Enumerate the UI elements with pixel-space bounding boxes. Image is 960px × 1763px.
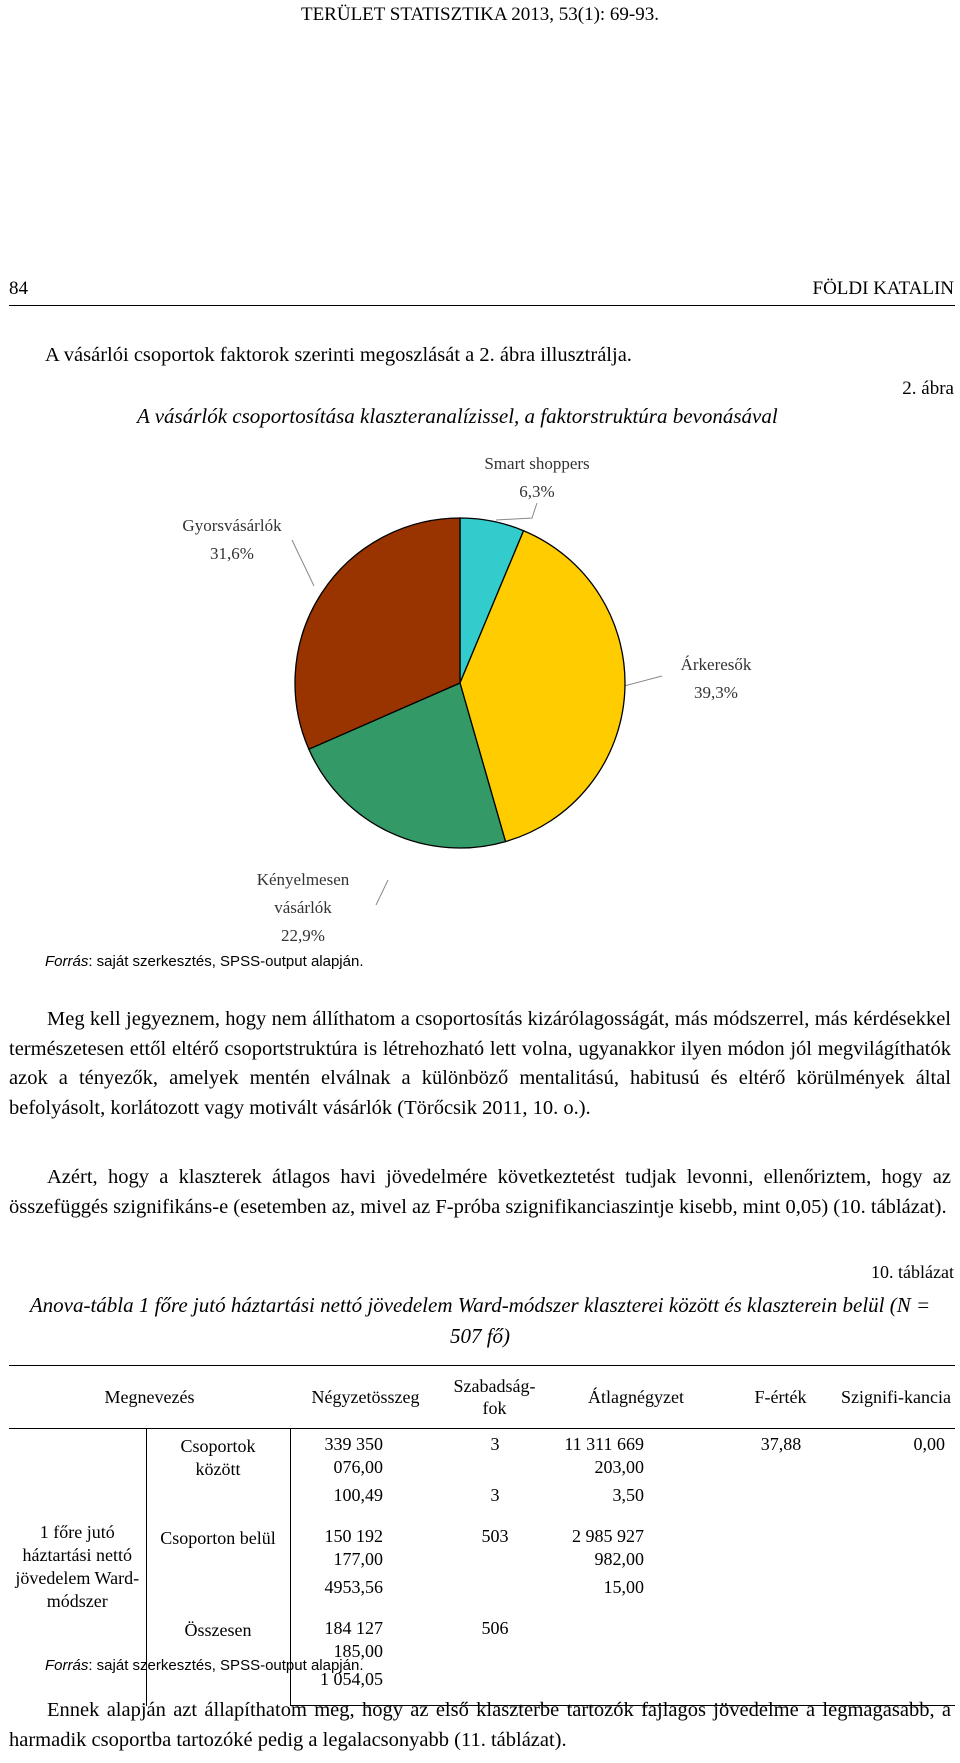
table-cell	[837, 1480, 955, 1521]
table-cell	[724, 1613, 837, 1664]
table-cell	[548, 1664, 724, 1706]
table-cell: 339 350 076,00	[289, 1428, 441, 1480]
table-cell	[837, 1664, 955, 1706]
column-header: Szabadság-fok	[441, 1365, 548, 1429]
table-cell	[837, 1572, 955, 1613]
table-cell: 184 127 185,00	[289, 1613, 441, 1664]
group-label: Csoporton belül	[145, 1521, 290, 1613]
table-cell	[441, 1572, 548, 1613]
journal-header: TERÜLET STATISZTIKA 2013, 53(1): 69-93.	[300, 4, 660, 25]
figure-number: 2. ábra	[902, 378, 954, 399]
source-text: : saját szerkesztés, SPSS-output alapján…	[88, 1657, 364, 1674]
figure-title: A vásárlók csoportosítása klaszteranalíz…	[137, 404, 778, 428]
page-number: 84	[9, 278, 28, 299]
paragraph: Ennek alapján azt állapíthatom meg, hogy…	[9, 1699, 951, 1751]
table-number: 10. táblázat	[871, 1262, 954, 1282]
table-cell: 1 054,05	[289, 1664, 441, 1706]
table-cell	[724, 1572, 837, 1613]
table-cell	[441, 1664, 548, 1706]
table-cell: 15,00	[603, 1577, 645, 1597]
pie-chart	[291, 502, 663, 906]
table-cell	[724, 1664, 837, 1706]
table-row: 100,49 3 3,50	[9, 1480, 955, 1521]
intro: A vásárlói csoportok faktorok szerinti m…	[45, 344, 632, 366]
table-cell: 503	[481, 1526, 509, 1546]
pie-slice	[459, 529, 626, 843]
source-label: Forrás	[45, 1657, 89, 1674]
column-header: Szignifi-kancia	[837, 1365, 955, 1429]
table-cell: 100,49	[289, 1480, 441, 1521]
table-cell: 3,50	[612, 1485, 645, 1505]
group-label: Csoportok között	[145, 1428, 290, 1521]
table-row: Összesen 184 127 185,00 506	[9, 1613, 955, 1706]
table-cell: 2 985 927 982,00	[572, 1526, 644, 1569]
table-cell: 37,88	[760, 1434, 802, 1454]
column-header: F-érték	[724, 1365, 837, 1429]
slice-name: Árkeresők	[680, 655, 752, 674]
table-cell: 3	[490, 1434, 500, 1454]
slice-name: Smart shoppers	[484, 454, 590, 473]
slice-label: Gyorsvásárlók 31,6%	[162, 512, 302, 568]
column-header: Megnevezés	[9, 1365, 290, 1429]
table-cell: 3	[490, 1485, 500, 1505]
column-header: Átlagnégyzet	[548, 1365, 724, 1429]
paragraph: Meg kell jegyeznem, hogy nem állíthatom …	[9, 1008, 951, 1119]
table-source: Forrás: saját szerkesztés, SPSS-output a…	[45, 1657, 364, 1674]
slice-label: Smart shoppers 6,3%	[457, 450, 617, 506]
slice-name: Gyorsvásárlók	[182, 516, 282, 535]
slice-value: 39,3%	[694, 683, 738, 702]
slice-label: Árkeresők 39,3%	[656, 651, 776, 707]
source-text: : saját szerkesztés, SPSS-output alapján…	[88, 953, 364, 970]
anova-table: Megnevezés Négyzetösszeg Szabadság-fok Átla…	[9, 1365, 955, 1706]
pie-slice	[307, 682, 507, 849]
table-cell: 0,00	[913, 1434, 946, 1454]
slice-value: 22,9%	[281, 926, 325, 945]
slice-label: Kényelmesen vásárlók 22,9%	[243, 866, 363, 950]
leader-line	[495, 502, 538, 521]
leader-line	[375, 879, 389, 906]
figure-source: Forrás: saját szerkesztés, SPSS-output a…	[45, 953, 364, 970]
leader-line	[623, 675, 663, 687]
leader-lines	[291, 502, 663, 906]
table-header: Megnevezés Négyzetösszeg Szabadság-fok Átla…	[9, 1365, 955, 1429]
table-cell: 506	[481, 1618, 509, 1638]
table-cell	[837, 1613, 955, 1664]
table-row: Csoporton belül 150 192 177,00 503 2 985 92…	[9, 1521, 955, 1613]
paragraph: Azért, hogy a klaszterek átlagos havi jö…	[9, 1166, 951, 1218]
slice-value: 6,3%	[519, 482, 555, 501]
pie-slice	[294, 517, 461, 751]
table-row: 1 főre jutó háztartási nettó jövedelem W…	[9, 1428, 955, 1611]
table-cell: 150 192 177,00	[289, 1521, 441, 1572]
header-rule	[9, 305, 955, 306]
table-cell	[724, 1480, 837, 1521]
leader-line	[291, 539, 315, 587]
table-cell	[548, 1613, 724, 1664]
table-row: 4953,56 15,00	[9, 1572, 955, 1613]
group-label: Összesen	[145, 1613, 290, 1706]
table-cell: 11 311 669 203,00	[564, 1434, 644, 1477]
table-cell	[837, 1521, 955, 1572]
slice-value: 31,6%	[210, 544, 254, 563]
slice-name: Kényelmesen vásárlók	[256, 870, 350, 917]
table-cell	[724, 1521, 837, 1572]
table-title: Anova-tábla 1 főre jutó háztartási nettó…	[29, 1293, 931, 1348]
column-header: Négyzetösszeg	[290, 1365, 441, 1429]
row-label: 1 főre jutó háztartási nettó jövedelem W…	[15, 1522, 140, 1612]
author: FÖLDI KATALIN	[812, 278, 955, 299]
table-cell: 4953,56	[289, 1572, 441, 1613]
source-label: Forrás	[45, 953, 89, 970]
table-body: 1 főre jutó háztartási nettó jövedelem W…	[9, 1428, 955, 1706]
table-row: 1 054,05	[9, 1664, 955, 1706]
